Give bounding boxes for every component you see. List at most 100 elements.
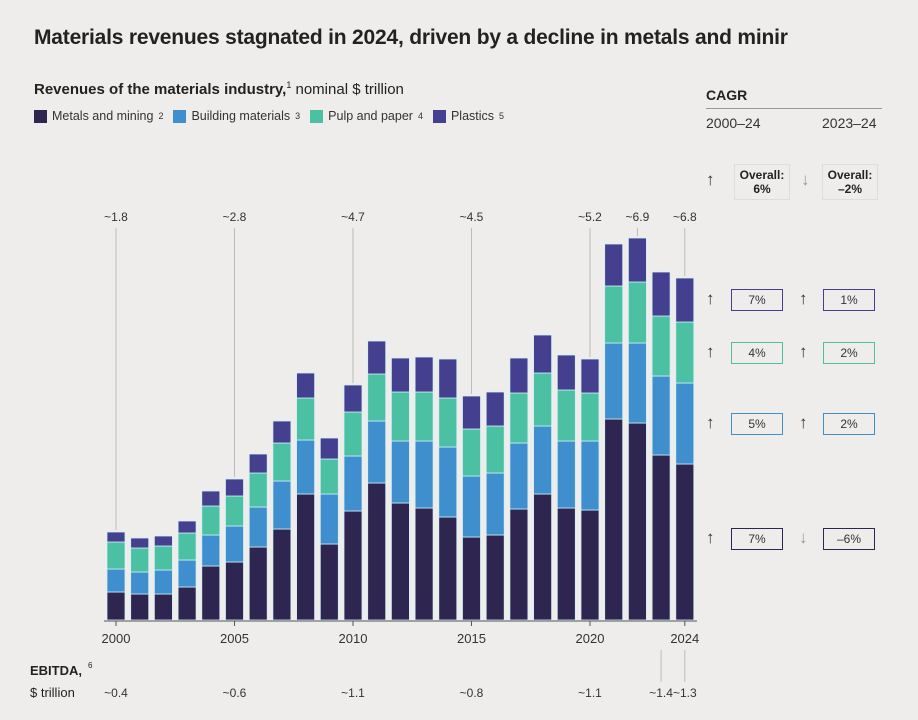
bar-segment <box>604 418 624 621</box>
bar-segment <box>130 547 150 573</box>
cagr-title: CAGR <box>706 87 748 103</box>
total-label: ~4.7 <box>341 210 365 224</box>
bar-segment <box>272 528 292 621</box>
overall-value: 6% <box>753 182 771 196</box>
bar-segment <box>248 472 268 508</box>
total-label: ~2.8 <box>223 210 247 224</box>
bar-segment <box>509 357 529 394</box>
x-tick-label: 2024 <box>670 631 699 646</box>
bar-segment <box>556 440 576 509</box>
arrow-up-icon: ↑ <box>706 413 715 432</box>
bar-segment <box>604 285 624 344</box>
bar-segment <box>390 440 410 504</box>
bar-segment <box>343 510 363 621</box>
legend-label: Pulp and paper <box>328 109 413 123</box>
bar-segment <box>153 545 173 571</box>
bar-segment <box>272 420 292 444</box>
bar-segment <box>651 454 671 621</box>
bar-segment <box>319 543 339 621</box>
legend-footnote: 2 <box>158 111 164 121</box>
bar-segment <box>343 384 363 413</box>
bar-segment <box>153 593 173 621</box>
overall-label: Overall: <box>739 168 785 182</box>
bar-segment <box>438 516 458 621</box>
arrow-down-icon: ↓ <box>801 170 810 189</box>
ebitda-label: ~0.8 <box>460 686 484 700</box>
bar-segment <box>556 389 576 442</box>
bar-segment <box>177 559 197 588</box>
x-tick-label: 2020 <box>576 631 605 646</box>
bar-segment <box>414 507 434 621</box>
bar-segment <box>390 391 410 442</box>
arrow-up-icon: ↑ <box>706 289 715 308</box>
bar-segment <box>509 442 529 510</box>
cagr-value-box: 2% <box>823 342 875 364</box>
bar-segment <box>628 237 647 283</box>
ebitda-label: ~1.1 <box>341 686 365 700</box>
bar-segment <box>651 375 671 456</box>
bar-segment <box>367 373 387 422</box>
x-tick-label: 2015 <box>457 631 486 646</box>
arrow-up-icon: ↑ <box>799 413 808 432</box>
bar-segment <box>201 490 221 507</box>
bar-segment <box>248 453 268 474</box>
bar-segment <box>628 281 647 344</box>
bar-segment <box>438 358 458 399</box>
bar-segment <box>604 342 624 420</box>
legend-item: Building materials 3 <box>173 109 300 123</box>
ebitda-label: ~0.6 <box>223 686 247 700</box>
arrow-down-icon: ↓ <box>799 528 808 547</box>
bar-segment <box>248 546 268 621</box>
bar-segment <box>604 243 624 287</box>
bar-segment <box>201 534 221 567</box>
bar-segment <box>675 463 695 621</box>
bar-segment <box>556 507 576 621</box>
bar-segment <box>651 315 671 377</box>
cagr-value-box: 2% <box>823 413 875 435</box>
bar-segment <box>225 495 244 527</box>
bar-segment <box>177 532 197 561</box>
cagr-divider <box>706 108 882 109</box>
bar-segment <box>296 439 316 495</box>
bar-segment <box>225 478 244 497</box>
bar-segment <box>177 586 197 621</box>
bar-segment <box>319 493 339 545</box>
bar-segment <box>533 372 552 427</box>
bar-segment <box>153 569 173 595</box>
bar-segment <box>533 425 552 495</box>
legend-item: Pulp and paper 4 <box>310 109 423 123</box>
chart-title: Materials revenues stagnated in 2024, dr… <box>34 26 788 49</box>
total-label: ~1.8 <box>104 210 128 224</box>
bar-segment <box>414 391 434 442</box>
total-label: ~6.8 <box>673 210 697 224</box>
bar-segment <box>509 508 529 621</box>
ebitda-title: EBITDA, <box>30 663 82 678</box>
legend-footnote: 4 <box>417 111 423 121</box>
cagr-value-box: 7% <box>731 528 783 550</box>
legend-swatch <box>310 109 324 123</box>
bar-segment <box>343 455 363 512</box>
bar-segment <box>272 442 292 482</box>
cagr-value-box: 4% <box>731 342 783 364</box>
total-label: ~4.5 <box>460 210 484 224</box>
bar-segment <box>462 475 481 538</box>
subtitle-bold: Revenues of the materials industry, <box>34 81 287 98</box>
bar-segment <box>390 357 410 393</box>
legend-item: Plastics 5 <box>432 109 504 123</box>
x-tick-label: 2000 <box>102 631 131 646</box>
bar-segment <box>130 537 150 549</box>
bar-segment <box>485 391 505 427</box>
bar-segment <box>462 536 481 621</box>
bar-segment <box>390 502 410 621</box>
bar-segment <box>485 534 505 621</box>
bar-segment <box>438 446 458 518</box>
legend-swatch <box>432 109 446 123</box>
bar-segment <box>225 525 244 563</box>
subtitle-unit: nominal $ trillion <box>291 81 404 98</box>
bar-segment <box>296 372 316 399</box>
bar-segment <box>177 520 197 534</box>
total-label: ~6.9 <box>626 210 650 224</box>
bar-segment <box>533 493 552 621</box>
